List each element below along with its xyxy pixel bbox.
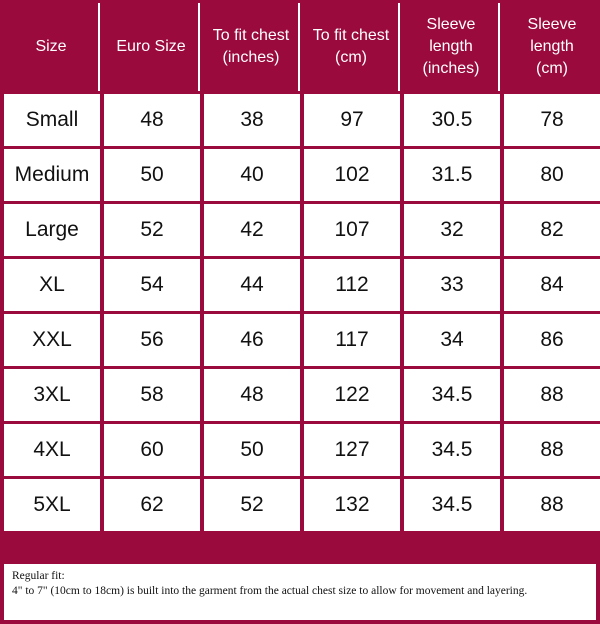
table-row: XL 54 44 112 33 84 (4, 259, 600, 311)
cell-sleeve-inches: 31.5 (404, 149, 500, 201)
cell-sleeve-cm: 88 (504, 424, 600, 476)
cell-sleeve-cm: 80 (504, 149, 600, 201)
fit-footnote: Regular fit: 4" to 7" (10cm to 18cm) is … (4, 564, 596, 620)
cell-sleeve-inches: 32 (404, 204, 500, 256)
cell-sleeve-cm: 82 (504, 204, 600, 256)
header-chest-cm: To fit chest (cm) (304, 3, 400, 91)
cell-euro-size: 56 (104, 314, 200, 366)
cell-size: Medium (4, 149, 100, 201)
cell-size: Small (4, 94, 100, 146)
cell-sleeve-inches: 34 (404, 314, 500, 366)
header-chest-inches: To fit chest (inches) (204, 3, 300, 91)
cell-size: 5XL (4, 479, 100, 531)
cell-sleeve-cm: 84 (504, 259, 600, 311)
cell-euro-size: 48 (104, 94, 200, 146)
table-row: 5XL 62 52 132 34.5 88 (4, 479, 600, 531)
header-row: Size Euro Size To fit chest (inches) To … (4, 3, 600, 91)
header-size: Size (4, 3, 100, 91)
cell-chest-cm: 122 (304, 369, 400, 421)
cell-euro-size: 58 (104, 369, 200, 421)
cell-sleeve-inches: 34.5 (404, 424, 500, 476)
cell-size: Large (4, 204, 100, 256)
cell-sleeve-cm: 78 (504, 94, 600, 146)
cell-size: 4XL (4, 424, 100, 476)
cell-chest-cm: 132 (304, 479, 400, 531)
cell-euro-size: 52 (104, 204, 200, 256)
cell-sleeve-inches: 30.5 (404, 94, 500, 146)
table-row: 3XL 58 48 122 34.5 88 (4, 369, 600, 421)
cell-sleeve-inches: 33 (404, 259, 500, 311)
cell-chest-inches: 44 (204, 259, 300, 311)
cell-size: XL (4, 259, 100, 311)
cell-chest-cm: 112 (304, 259, 400, 311)
table-row: XXL 56 46 117 34 86 (4, 314, 600, 366)
header-sleeve-inches: Sleeve length (inches) (404, 3, 500, 91)
cell-chest-inches: 52 (204, 479, 300, 531)
cell-size: 3XL (4, 369, 100, 421)
cell-euro-size: 50 (104, 149, 200, 201)
cell-euro-size: 54 (104, 259, 200, 311)
table-row: 4XL 60 50 127 34.5 88 (4, 424, 600, 476)
cell-sleeve-inches: 34.5 (404, 369, 500, 421)
header-sleeve-cm: Sleeve length (cm) (504, 3, 600, 91)
cell-euro-size: 60 (104, 424, 200, 476)
cell-euro-size: 62 (104, 479, 200, 531)
cell-chest-inches: 48 (204, 369, 300, 421)
cell-chest-inches: 42 (204, 204, 300, 256)
cell-sleeve-cm: 88 (504, 479, 600, 531)
cell-chest-inches: 46 (204, 314, 300, 366)
cell-size: XXL (4, 314, 100, 366)
cell-sleeve-cm: 88 (504, 369, 600, 421)
footnote-title: Regular fit: (12, 570, 65, 582)
header-euro-size: Euro Size (104, 3, 200, 91)
footnote-body: 4" to 7" (10cm to 18cm) is built into th… (12, 585, 528, 597)
cell-chest-cm: 117 (304, 314, 400, 366)
cell-chest-cm: 97 (304, 94, 400, 146)
table-row: Small 48 38 97 30.5 78 (4, 94, 600, 146)
cell-chest-inches: 38 (204, 94, 300, 146)
cell-chest-cm: 102 (304, 149, 400, 201)
size-table: Size Euro Size To fit chest (inches) To … (4, 3, 600, 531)
cell-chest-cm: 107 (304, 204, 400, 256)
cell-chest-inches: 50 (204, 424, 300, 476)
cell-chest-inches: 40 (204, 149, 300, 201)
table-row: Large 52 42 107 32 82 (4, 204, 600, 256)
table-row: Medium 50 40 102 31.5 80 (4, 149, 600, 201)
cell-sleeve-inches: 34.5 (404, 479, 500, 531)
cell-chest-cm: 127 (304, 424, 400, 476)
cell-sleeve-cm: 86 (504, 314, 600, 366)
